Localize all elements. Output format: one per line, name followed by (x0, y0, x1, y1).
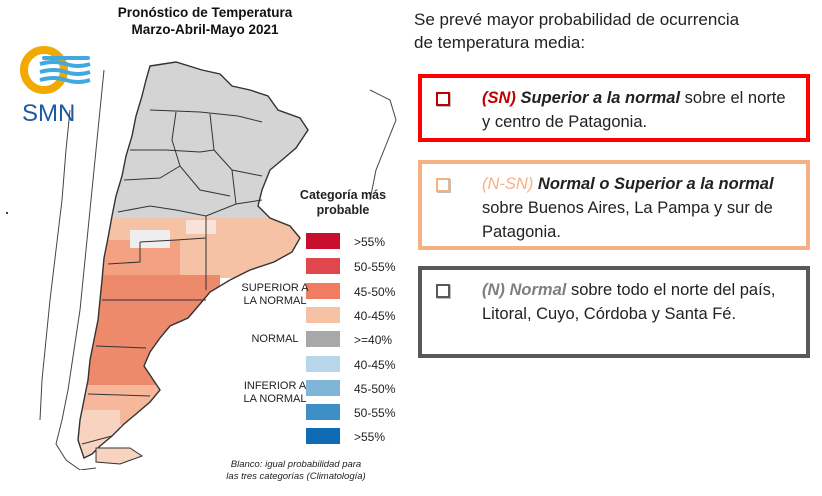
box-superior: (SN) Superior a la normal sobre el norte… (418, 74, 810, 142)
category-inferior-line1: INFERIOR A (243, 380, 307, 392)
checkbox-icon (436, 284, 450, 298)
category-superior: SUPERIOR A LA NORMAL (232, 282, 318, 308)
box-normal-rest: sobre todo el norte del país, Litoral, C… (482, 281, 776, 323)
tierra-del-fuego (95, 447, 144, 465)
map-title: Pronóstico de Temperatura Marzo-Abril-Ma… (95, 4, 315, 38)
legend-swatch (306, 258, 340, 274)
chile-coast (39, 69, 397, 470)
legend-label: >55% (354, 235, 386, 249)
stray-dot (6, 212, 8, 214)
forecast-heading-line1: Se prevé mayor probabilidad de ocurrenci… (414, 10, 740, 29)
legend-label: 50-55% (354, 260, 396, 274)
box-normal-title: Normal (509, 281, 567, 299)
box-normal: (N) Normal sobre todo el norte del país,… (418, 266, 810, 358)
checkbox-icon (436, 92, 450, 106)
legend-label: >55% (354, 430, 386, 444)
box-normal-superior: (N-SN) Normal o Superior a la normal sob… (418, 160, 810, 250)
legend-swatch (306, 428, 340, 444)
legend-title: Categoría más probable (288, 188, 398, 218)
argentina-map (39, 61, 397, 470)
province-borders (77, 61, 309, 459)
legend-title-line2: probable (316, 203, 370, 217)
legend-label: 45-50% (354, 285, 396, 299)
legend-swatch (306, 233, 340, 249)
category-superior-line2: LA NORMAL (243, 295, 307, 307)
smn-logo: SMN (14, 42, 94, 132)
legend-label: >=40% (354, 333, 393, 347)
box-normal-superior-text: (N-SN) Normal o Superior a la normal sob… (482, 172, 792, 244)
category-normal: NORMAL (232, 333, 318, 346)
map-note-line2: las tres categorías (Climatología) (226, 471, 366, 482)
smn-logo-text: SMN (22, 100, 76, 127)
legend-swatch (306, 404, 340, 420)
category-superior-line1: SUPERIOR A (241, 282, 309, 294)
checkbox-icon (436, 178, 450, 192)
legend-swatch (306, 380, 340, 396)
map-note: Blanco: igual probabilidad para las tres… (206, 459, 386, 483)
legend-swatch (306, 283, 340, 299)
box-superior-rest: sobre el norte y centro de Patagonia. (482, 89, 786, 131)
map-title-line2: Marzo-Abril-Mayo 2021 (131, 22, 279, 37)
legend-title-line1: Categoría más (299, 188, 387, 202)
map-note-line1: Blanco: igual probabilidad para (230, 459, 362, 470)
box-normal-superior-key: (N-SN) (482, 175, 534, 193)
legend-swatch (306, 331, 340, 347)
box-normal-superior-title: Normal o Superior a la normal (537, 175, 774, 193)
legend-label: 40-45% (354, 358, 396, 372)
forecast-heading-line2: de temperatura media: (414, 33, 586, 52)
legend-label: 50-55% (354, 406, 396, 420)
legend-swatch (306, 307, 340, 323)
category-normal-text: NORMAL (251, 333, 299, 345)
box-superior-text: (SN) Superior a la normal sobre el norte… (482, 86, 792, 134)
forecast-heading: Se prevé mayor probabilidad de ocurrenci… (414, 8, 814, 54)
box-normal-text: (N) Normal sobre todo el norte del país,… (482, 278, 792, 326)
legend-swatch (306, 356, 340, 372)
map-title-line1: Pronóstico de Temperatura (117, 5, 293, 20)
box-superior-title: Superior a la normal (520, 89, 681, 107)
legend-label: 40-45% (354, 309, 396, 323)
box-superior-key: (SN) (482, 89, 516, 107)
category-inferior: INFERIOR A LA NORMAL (232, 380, 318, 406)
box-normal-superior-rest: sobre Buenos Aires, La Pampa y sur de Pa… (482, 199, 773, 241)
box-normal-key: (N) (482, 281, 505, 299)
category-inferior-line2: LA NORMAL (243, 393, 307, 405)
legend-label: 45-50% (354, 382, 396, 396)
smn-logo-icon (20, 46, 91, 94)
